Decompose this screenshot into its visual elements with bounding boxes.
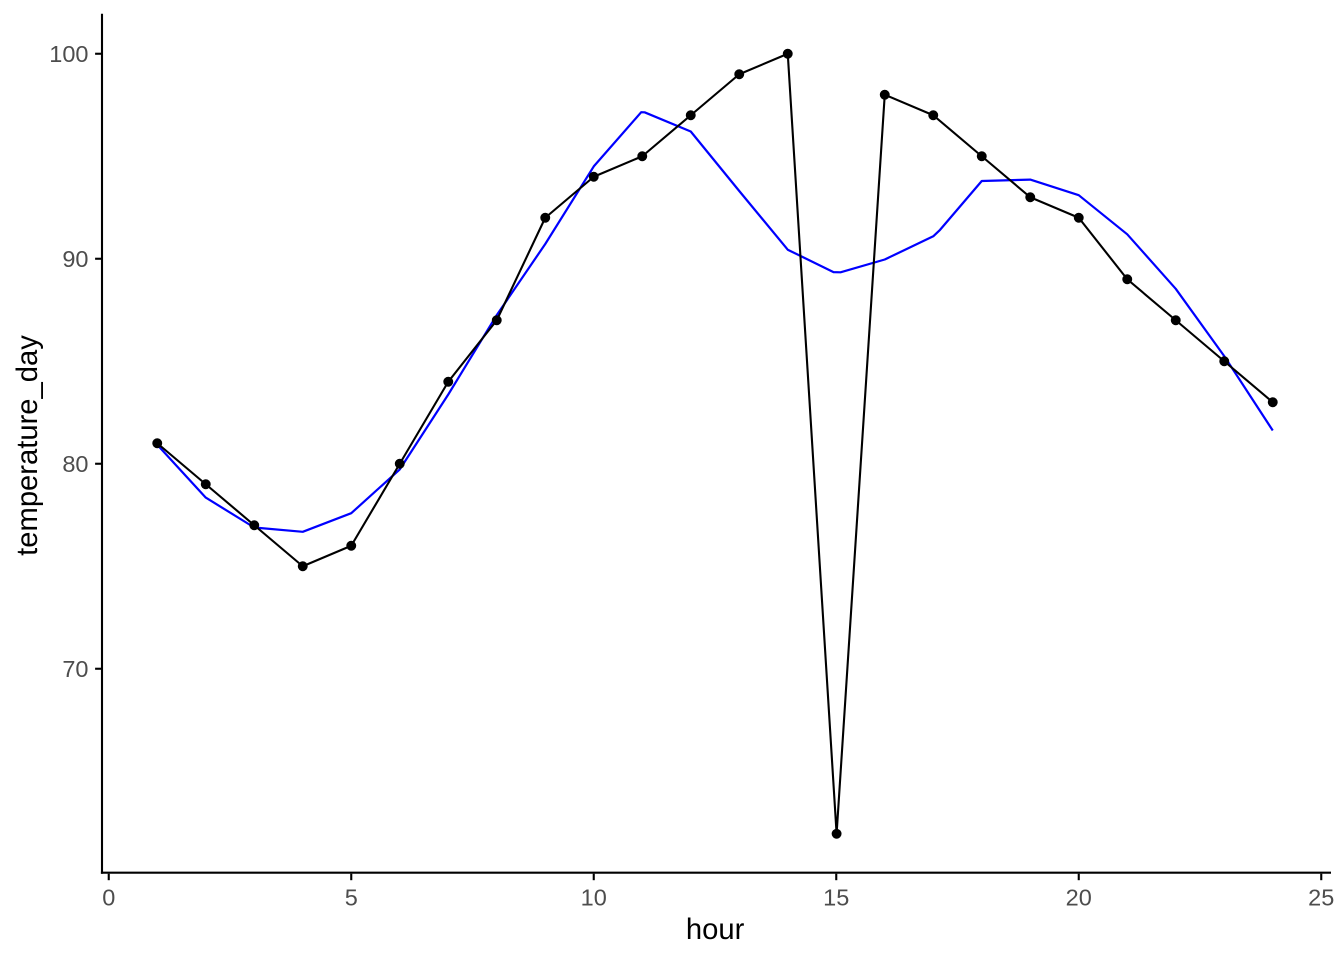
svg-text:hour: hour: [686, 914, 745, 946]
svg-text:5: 5: [345, 885, 358, 911]
svg-text:100: 100: [49, 41, 88, 67]
svg-text:20: 20: [1066, 885, 1092, 911]
svg-text:90: 90: [62, 246, 88, 272]
svg-text:80: 80: [62, 451, 88, 477]
svg-text:70: 70: [62, 656, 88, 682]
svg-text:temperature_day: temperature_day: [12, 335, 44, 556]
svg-text:10: 10: [581, 885, 607, 911]
svg-text:25: 25: [1308, 885, 1334, 911]
svg-text:15: 15: [823, 885, 849, 911]
svg-text:0: 0: [102, 885, 115, 911]
